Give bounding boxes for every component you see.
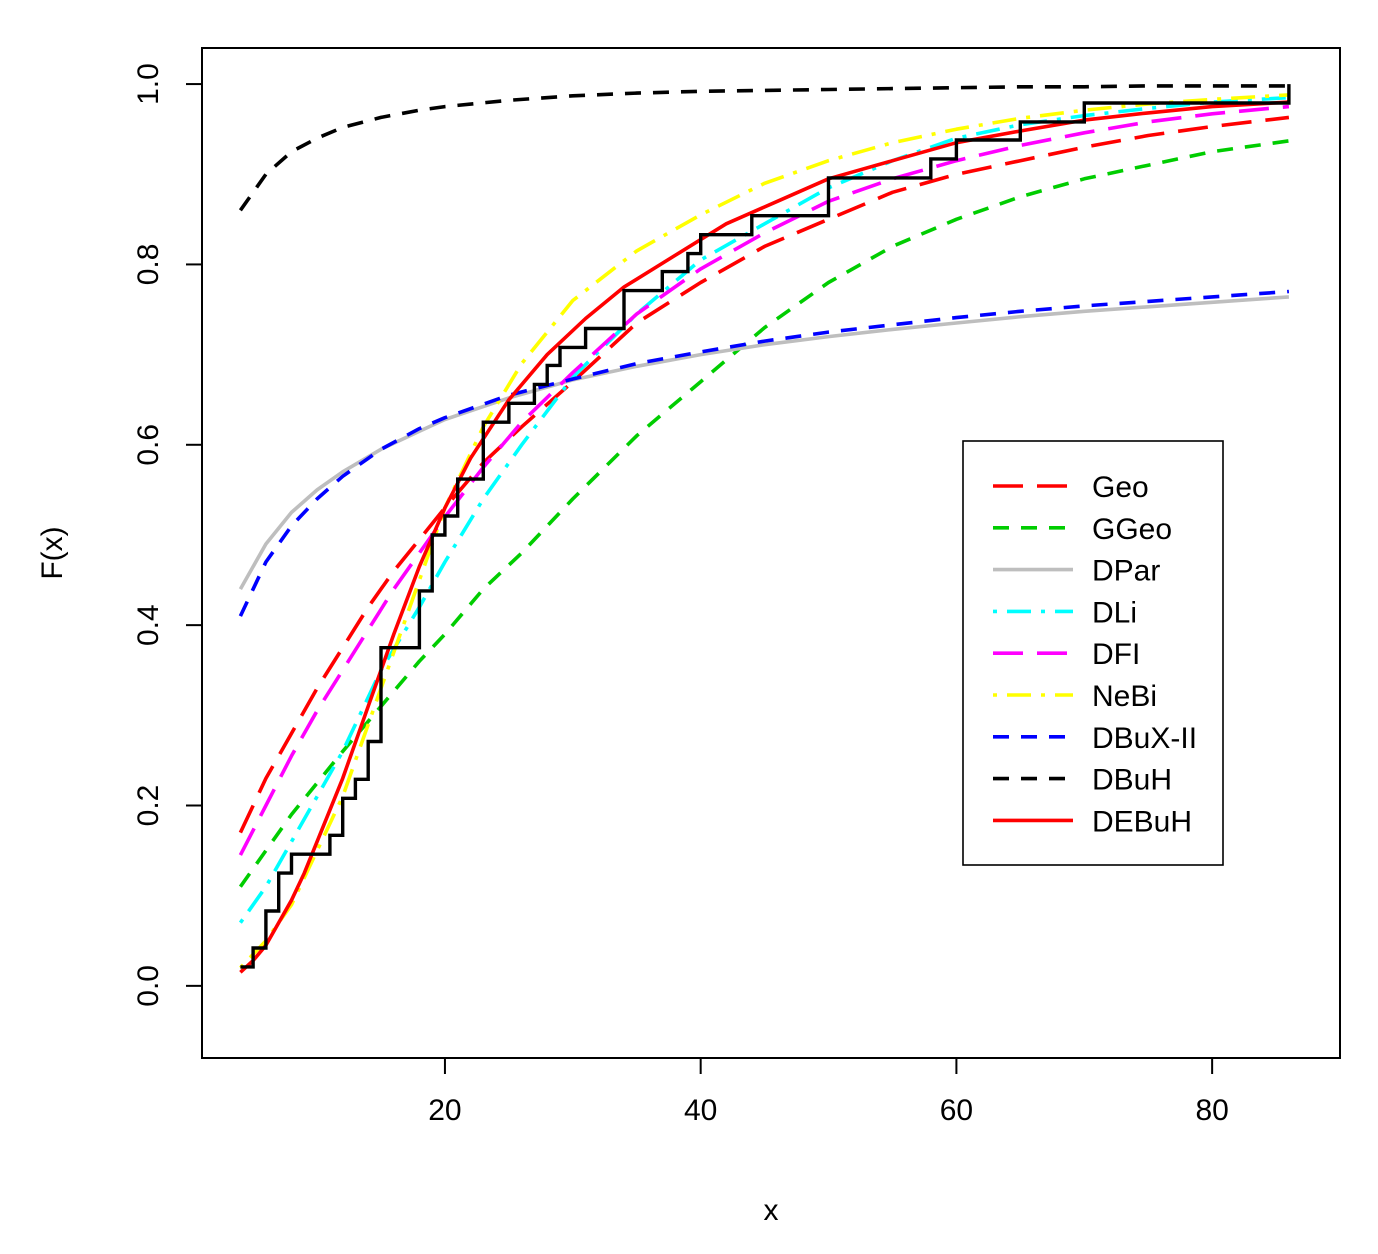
- series-line-dfi: [238, 104, 1290, 856]
- x-tick-label: 80: [1195, 1094, 1228, 1127]
- legend-label-dpar: DPar: [1092, 555, 1160, 588]
- legend-label-dfi: DFI: [1092, 638, 1140, 671]
- legend-label-geo: Geo: [1092, 471, 1149, 504]
- x-axis: 20 40 60 80: [428, 1058, 1229, 1127]
- empirical-cdf-step: [240, 84, 1291, 969]
- y-tick-label: 0.0: [132, 965, 165, 1007]
- legend-label-nebi: NeBi: [1092, 680, 1157, 713]
- series-line-dbuh: [238, 84, 1289, 212]
- y-tick-label: 1.0: [132, 63, 165, 105]
- series-layer: [238, 84, 1290, 974]
- y-axis-label: F(x): [36, 526, 69, 579]
- series-line-dli: [238, 95, 1290, 924]
- x-tick-label: 20: [428, 1094, 461, 1127]
- x-tick-label: 40: [684, 1094, 717, 1127]
- legend-label-dli: DLi: [1092, 596, 1137, 629]
- series-line-nebi: [239, 93, 1290, 970]
- y-tick-label: 0.6: [132, 424, 165, 466]
- legend-label-debuh: DEBuH: [1092, 805, 1192, 838]
- series-line-debuh: [239, 100, 1290, 974]
- series-line-dbux-ii: [238, 289, 1290, 617]
- legend-label-ggeo: GGeo: [1092, 513, 1172, 546]
- series-line-dpar: [238, 295, 1290, 590]
- legend-label-dbux-ii: DBuX-II: [1092, 722, 1197, 755]
- y-tick-label: 0.8: [132, 244, 165, 286]
- y-tick-label: 0.4: [132, 604, 165, 646]
- y-axis: 0.0 0.2 0.4 0.6 0.8 1.0: [132, 63, 202, 1007]
- x-tick-label: 60: [940, 1094, 973, 1127]
- legend-label-dbuh: DBuH: [1092, 764, 1172, 797]
- series-line-ggeo: [238, 139, 1290, 888]
- series-line-geo: [238, 115, 1290, 834]
- empirical-layer: [240, 84, 1291, 969]
- legend: Geo GGeo DPar DLi DFI NeBi DBuX-II DBuH DEBuH: [962, 440, 1224, 866]
- x-axis-label: x: [764, 1194, 779, 1227]
- plot-frame: [201, 47, 1341, 1059]
- y-tick-label: 0.2: [132, 785, 165, 827]
